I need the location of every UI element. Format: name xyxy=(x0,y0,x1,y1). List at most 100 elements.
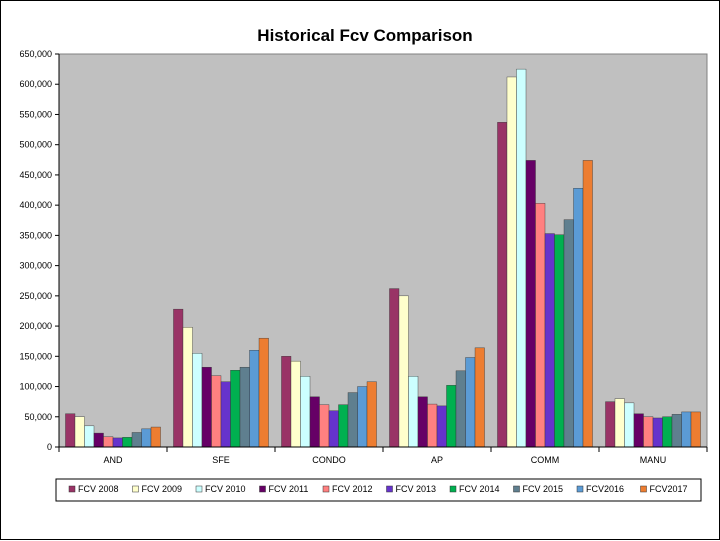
bar xyxy=(643,416,654,448)
bar xyxy=(474,347,485,448)
bar xyxy=(230,370,241,448)
bar xyxy=(497,122,508,448)
y-tick-label: 100,000 xyxy=(19,382,52,392)
y-tick-label: 650,000 xyxy=(19,49,52,59)
legend-label: FCV 2012 xyxy=(332,484,373,494)
bar xyxy=(300,376,311,448)
bar xyxy=(201,366,212,448)
bar xyxy=(681,411,692,448)
legend-label: FCV 2011 xyxy=(269,484,309,494)
bar xyxy=(417,396,428,448)
bar xyxy=(239,366,250,448)
legend-swatch xyxy=(640,485,647,493)
legend: FCV 2008 FCV 2009 FCV 2010 FCV 2011 FCV 2012… xyxy=(68,484,688,494)
legend-label: FCV2016 xyxy=(586,484,624,494)
x-category-label: MANU xyxy=(640,455,667,465)
legend-swatch xyxy=(68,485,76,493)
x-category-label: COMM xyxy=(531,455,560,465)
bar xyxy=(563,219,574,448)
bar xyxy=(624,402,635,448)
bar xyxy=(249,350,260,448)
bar xyxy=(173,308,184,448)
y-tick-label: 500,000 xyxy=(19,140,52,150)
bar xyxy=(328,410,339,448)
legend-label: FCV 2010 xyxy=(205,484,246,494)
bar xyxy=(614,398,625,448)
bar xyxy=(690,411,701,448)
bar xyxy=(319,404,330,448)
bar xyxy=(258,337,269,448)
bar xyxy=(398,295,409,448)
y-tick-label: 150,000 xyxy=(19,351,52,361)
y-tick-label: 600,000 xyxy=(19,79,52,89)
legend-label: FCV 2009 xyxy=(142,484,183,494)
bar xyxy=(652,417,663,448)
legend-swatch xyxy=(259,485,266,493)
bar xyxy=(573,188,584,448)
bar xyxy=(633,413,644,448)
bar xyxy=(455,370,466,448)
bar xyxy=(465,357,476,448)
bar xyxy=(516,68,527,448)
bar xyxy=(605,401,616,448)
bar xyxy=(220,381,231,448)
bar xyxy=(290,360,301,448)
bar xyxy=(93,432,104,448)
legend-swatch xyxy=(195,485,203,493)
x-category-label: AND xyxy=(103,455,123,465)
y-tick-label: 50,000 xyxy=(24,412,52,422)
bar xyxy=(544,233,555,448)
legend-label: FCV 2013 xyxy=(396,484,437,494)
bar xyxy=(131,432,142,448)
bar xyxy=(141,428,152,448)
bar xyxy=(427,403,438,448)
y-tick-label: 550,000 xyxy=(19,109,52,119)
y-tick-label: 400,000 xyxy=(19,200,52,210)
bar xyxy=(122,437,133,448)
bar xyxy=(366,381,377,448)
y-tick-label: 350,000 xyxy=(19,230,52,240)
bar xyxy=(309,396,320,448)
x-category-label: AP xyxy=(431,455,443,465)
y-tick-label: 300,000 xyxy=(19,261,52,271)
legend-swatch xyxy=(513,485,520,493)
bar xyxy=(347,392,358,448)
legend-swatch xyxy=(132,485,139,493)
bar xyxy=(554,234,565,448)
bar xyxy=(112,437,123,448)
bar xyxy=(192,353,203,448)
bar xyxy=(338,404,349,448)
legend-label: FCV 2014 xyxy=(459,484,500,494)
bar xyxy=(446,385,457,448)
legend-swatch xyxy=(386,485,393,493)
bar xyxy=(525,160,536,448)
bar xyxy=(389,288,400,448)
bar xyxy=(535,203,546,448)
x-category-label: SFE xyxy=(212,455,230,465)
y-tick-label: 250,000 xyxy=(19,291,52,301)
legend-label: FCV2017 xyxy=(650,484,688,494)
legend-swatch xyxy=(449,485,457,493)
legend-label: FCV 2015 xyxy=(523,484,564,494)
bar xyxy=(436,405,447,448)
bar xyxy=(671,414,682,448)
bar xyxy=(103,436,114,448)
y-tick-label: 200,000 xyxy=(19,321,52,331)
bar xyxy=(408,376,419,448)
bar xyxy=(662,416,673,448)
bar xyxy=(506,76,517,448)
chart-title: Historical Fcv Comparison xyxy=(257,26,472,45)
bar xyxy=(582,160,593,448)
bar xyxy=(211,375,222,448)
x-axis: AND SFE CONDO AP COMM MANU xyxy=(58,446,708,465)
bar xyxy=(182,327,193,448)
plot-area xyxy=(58,53,708,448)
bar xyxy=(357,386,368,448)
bar xyxy=(65,413,76,448)
legend-swatch xyxy=(576,485,584,493)
legend-box xyxy=(55,478,702,502)
y-axis: 0 50,000 100,000 150,000 200,000 250,000 300,0… xyxy=(19,49,60,452)
y-tick-label: 0 xyxy=(47,442,52,452)
